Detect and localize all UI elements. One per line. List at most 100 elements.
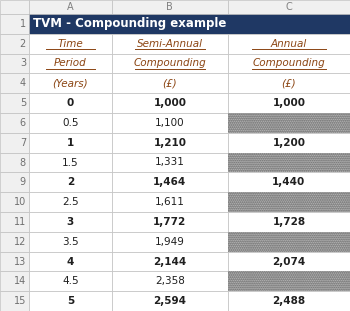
Text: 1,000: 1,000 <box>153 98 186 108</box>
Bar <box>29 252 112 272</box>
Text: C: C <box>286 2 292 12</box>
Text: 8: 8 <box>20 157 26 168</box>
Bar <box>228 291 350 311</box>
Bar <box>0 113 29 133</box>
Bar <box>112 212 228 232</box>
Text: 2,358: 2,358 <box>155 276 185 286</box>
Bar <box>112 113 228 133</box>
Bar <box>0 73 29 93</box>
Text: 1,772: 1,772 <box>153 217 187 227</box>
Bar <box>0 133 29 153</box>
Text: 4: 4 <box>67 257 74 267</box>
Bar <box>0 232 29 252</box>
Bar <box>112 53 228 73</box>
Text: 3: 3 <box>67 217 74 227</box>
Text: 11: 11 <box>14 217 26 227</box>
Text: 3.5: 3.5 <box>62 237 79 247</box>
Bar <box>228 212 350 232</box>
Bar <box>29 272 112 291</box>
Text: 3: 3 <box>20 58 26 68</box>
Bar <box>228 93 350 113</box>
Text: 15: 15 <box>14 296 26 306</box>
Text: 1,728: 1,728 <box>272 217 306 227</box>
Text: (£): (£) <box>282 78 296 88</box>
Bar <box>112 291 228 311</box>
Text: 10: 10 <box>14 197 26 207</box>
Text: 5: 5 <box>20 98 26 108</box>
Bar <box>29 34 112 53</box>
Text: 2,144: 2,144 <box>153 257 187 267</box>
Bar <box>29 192 112 212</box>
Text: 9: 9 <box>20 177 26 187</box>
Text: (£): (£) <box>162 78 177 88</box>
Bar <box>228 53 350 73</box>
Text: 1,200: 1,200 <box>272 138 306 148</box>
Bar <box>112 0 228 14</box>
Bar <box>0 192 29 212</box>
Text: 1,210: 1,210 <box>153 138 186 148</box>
Text: 1: 1 <box>20 19 26 29</box>
Text: 2,488: 2,488 <box>272 296 306 306</box>
Bar <box>112 93 228 113</box>
Bar <box>228 272 350 291</box>
Bar <box>0 0 29 14</box>
Text: 1.5: 1.5 <box>62 157 79 168</box>
Text: 1: 1 <box>67 138 74 148</box>
Text: 4.5: 4.5 <box>62 276 79 286</box>
Bar <box>29 172 112 192</box>
Text: 2: 2 <box>20 39 26 49</box>
Bar <box>228 172 350 192</box>
Text: 1,100: 1,100 <box>155 118 185 128</box>
Bar <box>112 232 228 252</box>
Text: 13: 13 <box>14 257 26 267</box>
Bar <box>112 252 228 272</box>
Bar <box>0 153 29 172</box>
Bar <box>0 272 29 291</box>
Bar <box>0 53 29 73</box>
Bar <box>112 133 228 153</box>
Bar <box>228 192 350 212</box>
Bar <box>29 93 112 113</box>
Text: TVM - Compounding example: TVM - Compounding example <box>33 17 226 30</box>
Bar <box>29 14 350 34</box>
Text: Annual: Annual <box>271 39 307 49</box>
Text: 2,594: 2,594 <box>153 296 186 306</box>
Text: 0: 0 <box>67 98 74 108</box>
Bar <box>228 0 350 14</box>
Text: (Years): (Years) <box>52 78 88 88</box>
Bar <box>228 113 350 133</box>
Bar <box>29 53 112 73</box>
Text: Compounding: Compounding <box>253 58 325 68</box>
Bar <box>112 153 228 172</box>
Bar <box>0 34 29 53</box>
Text: B: B <box>167 2 173 12</box>
Text: 1,000: 1,000 <box>272 98 306 108</box>
Bar <box>112 172 228 192</box>
Text: Time: Time <box>57 39 83 49</box>
Text: 2,074: 2,074 <box>272 257 306 267</box>
Bar <box>29 153 112 172</box>
Text: 1,611: 1,611 <box>155 197 185 207</box>
Text: 2.5: 2.5 <box>62 197 79 207</box>
Text: 1,440: 1,440 <box>272 177 306 187</box>
Bar <box>0 93 29 113</box>
Text: 1,331: 1,331 <box>155 157 185 168</box>
Bar <box>228 73 350 93</box>
Bar <box>228 232 350 252</box>
Bar <box>0 252 29 272</box>
Text: Period: Period <box>54 58 87 68</box>
Text: 1,464: 1,464 <box>153 177 187 187</box>
Text: 2: 2 <box>67 177 74 187</box>
Bar <box>29 212 112 232</box>
Bar <box>112 192 228 212</box>
Text: Semi-Annual: Semi-Annual <box>137 39 203 49</box>
Bar <box>228 252 350 272</box>
Text: 0.5: 0.5 <box>62 118 79 128</box>
Bar <box>112 272 228 291</box>
Text: 7: 7 <box>20 138 26 148</box>
Bar <box>0 172 29 192</box>
Bar <box>0 14 29 34</box>
Bar <box>228 153 350 172</box>
Bar <box>29 113 112 133</box>
Bar <box>0 212 29 232</box>
